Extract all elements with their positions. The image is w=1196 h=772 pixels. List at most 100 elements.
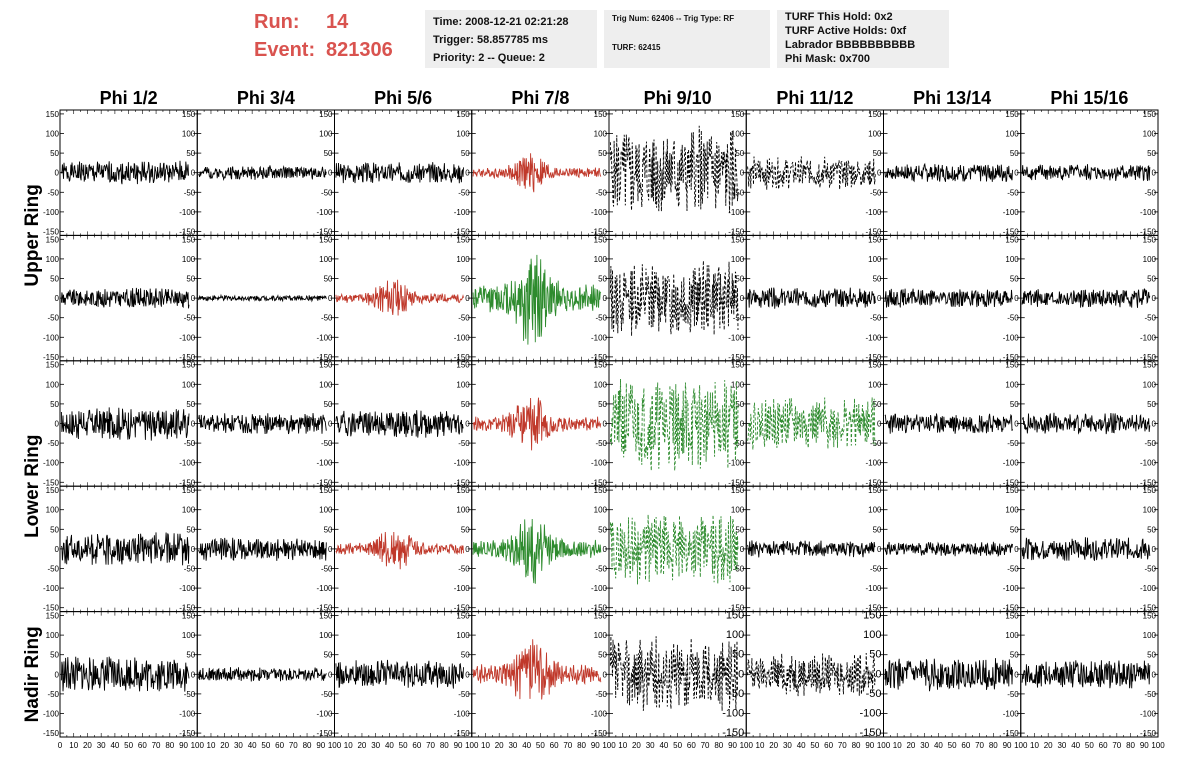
y-tick-label: -100	[865, 208, 882, 217]
x-tick-label: 10	[893, 741, 902, 750]
y-tick-label: 100	[46, 130, 60, 139]
y-tick-label: 100	[594, 631, 608, 640]
column-title: Phi 15/16	[1050, 88, 1128, 108]
y-tick-label: 50	[1147, 400, 1156, 409]
y-tick-label: 0	[328, 420, 333, 429]
y-tick-label: 150	[868, 235, 882, 244]
y-tick-label: -150	[865, 604, 882, 613]
y-tick-label: 0	[465, 670, 470, 679]
turf-text: TURF: 62415	[612, 43, 661, 52]
x-tick-label: 50	[399, 741, 408, 750]
x-tick-label: 90	[865, 741, 874, 750]
y-tick-label: -150	[728, 604, 745, 613]
y-tick-label: 0	[1152, 545, 1157, 554]
y-tick-label: -150	[1003, 353, 1020, 362]
y-tick-label: 50	[324, 525, 333, 534]
x-tick-label: 50	[124, 741, 133, 750]
x-tick-label: 40	[659, 741, 668, 750]
y-tick-label: 50	[1010, 275, 1019, 284]
y-tick-label: 0	[1014, 670, 1019, 679]
y-tick-label: -100	[316, 584, 333, 593]
waveform-line	[747, 287, 876, 309]
y-tick-label: 50	[50, 525, 59, 534]
y-tick-label: 0	[328, 670, 333, 679]
y-tick-label: -100	[859, 707, 881, 719]
x-tick-label: 30	[508, 741, 517, 750]
y-tick-label: 0	[55, 294, 60, 303]
x-tick-label: 90	[1140, 741, 1149, 750]
y-tick-label: 150	[46, 110, 60, 119]
y-tick-label: 50	[1010, 149, 1019, 158]
waveform-line	[335, 410, 464, 438]
x-tick-label: 40	[110, 741, 119, 750]
y-tick-label: -50	[1007, 314, 1019, 323]
y-tick-label: 150	[319, 110, 333, 119]
waveform-line	[1021, 537, 1151, 561]
y-tick-label: 50	[50, 149, 59, 158]
y-tick-label: -100	[1003, 584, 1020, 593]
waveform-line	[60, 287, 190, 309]
y-tick-label: -50	[321, 439, 333, 448]
column-title: Phi 3/4	[237, 88, 295, 108]
y-tick-label: 100	[319, 255, 333, 264]
y-tick-label: 150	[1005, 612, 1019, 621]
y-tick-label: 150	[731, 486, 745, 495]
y-tick-label: 0	[1152, 420, 1157, 429]
column-title: Phi 13/14	[913, 88, 991, 108]
y-tick-label: -50	[458, 564, 470, 573]
y-tick-label: -150	[43, 353, 60, 362]
y-tick-label: 0	[328, 545, 333, 554]
x-tick-label: 90	[179, 741, 188, 750]
y-tick-label: 100	[46, 506, 60, 515]
y-tick-label: 0	[740, 169, 745, 178]
waveform-line	[609, 125, 739, 213]
turf-hold-info: TURF This Hold: 0x2 TURF Active Holds: 0…	[777, 10, 949, 68]
y-tick-label: -50	[321, 188, 333, 197]
y-tick-label: 150	[1005, 235, 1019, 244]
y-tick-label: -150	[179, 604, 196, 613]
x-tick-label: 20	[495, 741, 504, 750]
y-tick-label: 50	[50, 400, 59, 409]
y-tick-label: 0	[191, 420, 196, 429]
y-tick-label: 0	[191, 169, 196, 178]
y-tick-label: -50	[1007, 188, 1019, 197]
y-tick-label: 100	[863, 629, 881, 641]
y-tick-label: 0	[1014, 294, 1019, 303]
x-tick-label: 80	[989, 741, 998, 750]
y-tick-label: -150	[1003, 227, 1020, 236]
run-event-box: Run: 14 Event: 821306	[254, 8, 393, 64]
column-title: Phi 11/12	[776, 88, 853, 108]
y-tick-label: 150	[1143, 361, 1157, 370]
y-tick-label: 150	[182, 235, 196, 244]
x-tick-label: 20	[357, 741, 366, 750]
y-tick-label: 100	[456, 255, 470, 264]
y-tick-label: -100	[865, 584, 882, 593]
y-tick-label: -50	[458, 439, 470, 448]
y-tick-label: -100	[728, 459, 745, 468]
y-tick-label: 50	[732, 649, 744, 661]
y-tick-label: -150	[316, 478, 333, 487]
y-tick-label: -100	[1140, 208, 1157, 217]
x-tick-label: 40	[522, 741, 531, 750]
y-tick-label: -150	[1140, 353, 1157, 362]
y-tick-label: 100	[594, 506, 608, 515]
y-tick-label: 0	[877, 169, 882, 178]
y-tick-label: -50	[184, 564, 196, 573]
x-tick-label: 30	[97, 741, 106, 750]
y-tick-label: 150	[1005, 110, 1019, 119]
x-tick-label: 10	[344, 741, 353, 750]
y-tick-label: -100	[454, 333, 471, 342]
y-tick-label: -50	[733, 314, 745, 323]
event-label: Event:	[254, 39, 316, 61]
y-tick-label: 100	[46, 631, 60, 640]
waveform-line	[198, 165, 327, 181]
y-tick-label: 50	[873, 149, 882, 158]
y-tick-label: -50	[47, 314, 59, 323]
y-tick-label: -50	[866, 688, 882, 700]
y-tick-label: -50	[595, 314, 607, 323]
ring-label: Lower Ring	[22, 434, 43, 537]
y-tick-label: 50	[324, 651, 333, 660]
y-tick-label: 0	[191, 294, 196, 303]
y-tick-label: 0	[1152, 670, 1157, 679]
y-tick-label: -50	[458, 188, 470, 197]
